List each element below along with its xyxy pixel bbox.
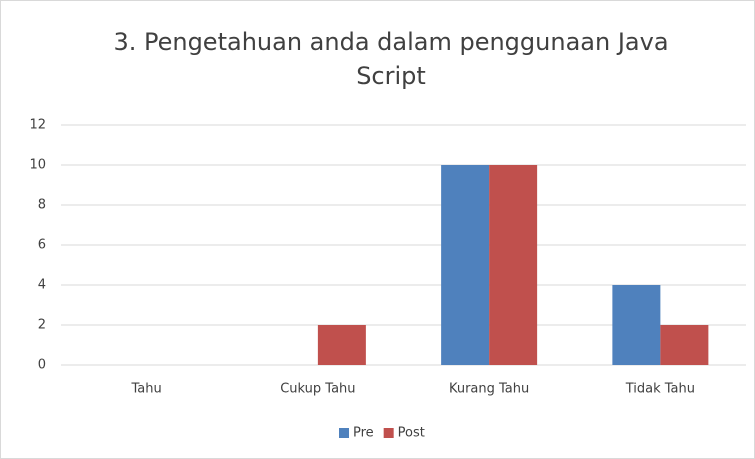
bar <box>612 285 661 365</box>
legend-label: Post <box>398 426 425 441</box>
x-tick-label: Kurang Tahu <box>449 382 529 397</box>
bar <box>441 165 490 365</box>
y-tick-label: 6 <box>38 238 46 253</box>
legend-label: Pre <box>353 426 374 441</box>
bar <box>489 165 538 365</box>
y-tick-label: 4 <box>38 278 46 293</box>
legend-swatch <box>383 428 394 438</box>
x-tick-label: Cukup Tahu <box>280 382 355 397</box>
x-tick-label: Tahu <box>131 382 162 397</box>
y-tick-label: 0 <box>38 358 46 373</box>
y-tick-label: 12 <box>29 118 46 133</box>
legend-swatch <box>339 428 349 438</box>
y-tick-label: 8 <box>38 198 46 213</box>
y-tick-label: 10 <box>29 158 46 173</box>
bar <box>660 325 709 365</box>
x-tick-label: Tidak Tahu <box>625 382 695 397</box>
bar <box>317 325 366 365</box>
chart-title: 3. Pengetahuan anda dalam penggunaan Jav… <box>113 28 669 90</box>
y-tick-label: 2 <box>38 318 46 333</box>
